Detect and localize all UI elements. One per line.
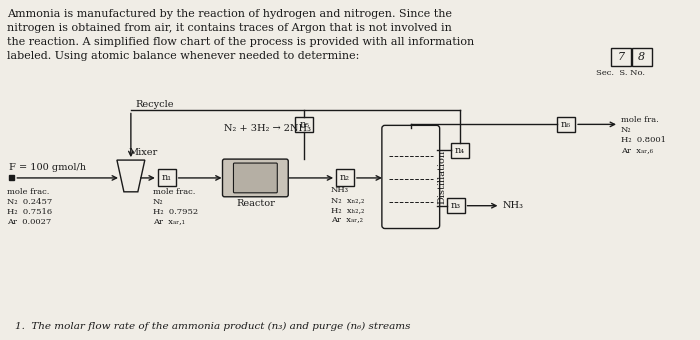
Text: H₂  xₕ₂,₂: H₂ xₕ₂,₂ — [331, 206, 365, 214]
Text: Ar  0.0027: Ar 0.0027 — [8, 218, 52, 226]
Text: Ar  xₐᵣ,₁: Ar xₐᵣ,₁ — [153, 218, 185, 226]
Text: N₂  0.2457: N₂ 0.2457 — [8, 198, 52, 206]
Text: n₁: n₁ — [162, 173, 172, 182]
Text: H₂  0.7516: H₂ 0.7516 — [8, 208, 52, 216]
Text: Recycle: Recycle — [136, 100, 174, 108]
Bar — [451, 143, 468, 158]
Text: H₂  0.7952: H₂ 0.7952 — [153, 208, 198, 216]
Text: Sec.  S. No.: Sec. S. No. — [596, 69, 645, 77]
Bar — [9, 175, 14, 180]
Text: Ar  xₐᵣ,₂: Ar xₐᵣ,₂ — [331, 216, 363, 224]
Text: 8: 8 — [638, 52, 645, 62]
Text: the reaction. A simplified flow chart of the process is provided with all inform: the reaction. A simplified flow chart of… — [8, 37, 475, 47]
Text: n₄: n₄ — [454, 146, 465, 155]
Text: N₂  xₙ₂,₂: N₂ xₙ₂,₂ — [331, 196, 365, 204]
Bar — [632, 48, 652, 66]
FancyBboxPatch shape — [382, 125, 440, 228]
Bar — [447, 198, 465, 213]
Text: labeled. Using atomic balance whenever needed to determine:: labeled. Using atomic balance whenever n… — [8, 51, 360, 61]
Text: 7: 7 — [617, 52, 624, 62]
Text: Ammonia is manufactured by the reaction of hydrogen and nitrogen. Since the: Ammonia is manufactured by the reaction … — [8, 9, 452, 19]
Text: n₆: n₆ — [561, 120, 571, 129]
Text: n₃: n₃ — [451, 201, 461, 210]
Text: Mixer: Mixer — [129, 148, 158, 157]
Text: Reactor: Reactor — [236, 199, 275, 208]
Bar — [336, 169, 354, 186]
Text: NH₃: NH₃ — [331, 186, 349, 194]
Text: nitrogen is obtained from air, it contains traces of Argon that is not involved : nitrogen is obtained from air, it contai… — [8, 23, 452, 33]
Bar — [557, 117, 575, 132]
Text: H₂  0.8001: H₂ 0.8001 — [621, 136, 666, 144]
Text: n₅: n₅ — [299, 120, 309, 130]
Text: 1.  The molar flow rate of the ammonia product (n₃) and purge (n₆) streams: 1. The molar flow rate of the ammonia pr… — [15, 322, 411, 331]
Bar — [611, 48, 631, 66]
Text: Ar  xₐᵣ,₆: Ar xₐᵣ,₆ — [621, 146, 653, 154]
Text: N₂: N₂ — [153, 198, 163, 206]
Text: mole frac.: mole frac. — [153, 188, 195, 196]
Text: NH₃: NH₃ — [503, 201, 524, 210]
Bar — [295, 117, 313, 132]
Text: F = 100 gmol/h: F = 100 gmol/h — [9, 163, 86, 172]
Text: N₂: N₂ — [621, 126, 631, 134]
FancyBboxPatch shape — [223, 159, 288, 197]
Text: Distillation: Distillation — [438, 150, 447, 204]
Bar — [158, 169, 176, 186]
Text: n₂: n₂ — [340, 173, 350, 182]
Text: mole frac.: mole frac. — [8, 188, 50, 196]
Text: N₂ + 3H₂ → 2NH₃: N₂ + 3H₂ → 2NH₃ — [224, 124, 311, 133]
FancyBboxPatch shape — [234, 163, 277, 193]
Text: mole fra.: mole fra. — [621, 116, 659, 124]
